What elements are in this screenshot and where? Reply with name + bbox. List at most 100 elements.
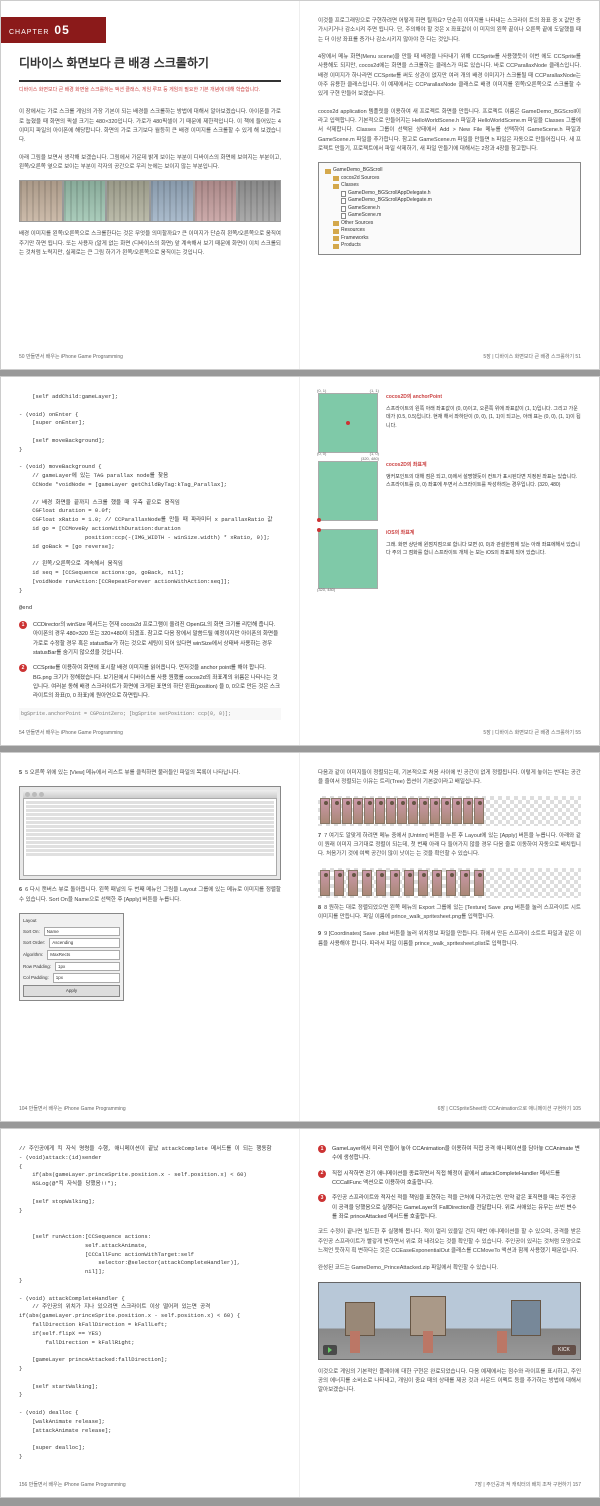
page-footer: 104 만들면서 배우는 iPhone Game Programming	[19, 1105, 126, 1114]
tree-label: GameDemo_BGScrollAppDelegate.m	[348, 197, 432, 205]
diagram-ios-coords: (320, 480) iOS의 좌표계 그래. 화면 상단에 윈점지점으로 합니…	[318, 529, 581, 589]
apply-button[interactable]: Apply	[23, 985, 120, 997]
tree-label: Products	[341, 242, 361, 250]
bullet-icon: 3	[318, 1194, 326, 1202]
code-snippet: bgSprite.anchorPoint = CGPointZero; [bgS…	[19, 708, 281, 721]
page-footer: 5장 | 디바이스 화면보다 큰 배경 스크롤하기 55	[483, 729, 581, 738]
tree-label: GameDemo_BGScroll	[333, 167, 382, 175]
para: cocos2d application 템플릿을 이용하여 새 프로젝트 화면을…	[318, 108, 581, 155]
dialog-label: Sort On:	[23, 928, 40, 936]
bullet-icon: 2	[318, 1170, 326, 1178]
diagram-anchorpoint: (0, 1) (1, 1) (0, 0) (1, 0) cocos2D의 anc…	[318, 393, 581, 453]
folder-icon	[333, 184, 339, 189]
dialog-value[interactable]: 1px	[53, 973, 120, 983]
kick-button[interactable]: KICK	[552, 1345, 576, 1355]
dialog-value[interactable]: Name	[44, 927, 120, 937]
tree-item: GameDemo_BGScrollAppDelegate.h	[325, 190, 574, 198]
spread-4: // 주인공에게 킥 자식 명령을 수행, 애니메이션이 끝났 attackCo…	[0, 1128, 600, 1498]
step-9: 99 [Coordinates] Save .plist 버튼을 눌러 위치정보…	[318, 930, 581, 949]
tree-label: Resources	[341, 227, 365, 235]
spread-2: [self addChild:gameLayer]; - (void) onEn…	[0, 376, 600, 746]
tree-item: GameDemo_BGScroll	[325, 167, 574, 175]
file-icon	[341, 198, 346, 204]
dialog-value[interactable]: Ascending	[49, 938, 120, 948]
para: 완성된 코드는 GameDemo_PrinceAttacked.zip 파일에서…	[318, 1264, 581, 1273]
step-7: 77 여기도 알맞게 하려면 메뉴 중에서 [Untrim] 버튼을 누른 후 …	[318, 832, 581, 860]
step-5: 55 오른쪽 위에 있는 [View] 메뉴에서 리스트 뷰를 클릭하면 불러들…	[19, 769, 281, 778]
note-1: 1 CCDirector의 winSize 메서드는 현재 cocos2d 프로…	[19, 621, 281, 658]
page-footer: 6장 | CCSpriteSheet와 CCAnimation으로 애니메이션 …	[438, 1105, 581, 1114]
page-55: (0, 1) (1, 1) (0, 0) (1, 0) cocos2D의 anc…	[300, 377, 599, 745]
diagram-desc: 스프라이트의 왼쪽 아래 좌표값이 (0, 0)이고, 오른쪽 위에 좌표값이 …	[386, 405, 581, 431]
page-footer: 156 만들면서 배우는 iPhone Game Programming	[19, 1481, 126, 1490]
para: 배경 이미지를 왼쪽/오른쪽으로 스크롤한다는 것은 무엇을 의미할까요? 큰 …	[19, 230, 281, 258]
step-8: 88 원하는 대로 정렬되었으면 왼쪽 메뉴의 Export 그룹에 있는 [T…	[318, 904, 581, 923]
page-footer: 54 만들면서 배우는 iPhone Game Programming	[19, 729, 123, 738]
chapter-subtitle: 디바이스 화면보다 큰 배경 화면을 스크롤하는 액션 클래스, 게임 루프 등…	[19, 86, 281, 95]
dialog-value[interactable]: MaxRects	[47, 950, 120, 960]
para: 이 장에서는 가로 스크롤 게임의 가장 기본이 되는 배경을 스크롤하는 방법…	[19, 108, 281, 145]
dialog-label: Layout	[23, 917, 37, 925]
tree-label: GameScene.m	[348, 212, 381, 220]
bullet-icon: 2	[19, 664, 27, 672]
dialog-label: Sort Order:	[23, 939, 45, 947]
para: 이것을 프로그래밍으로 구현하려면 어떻게 하면 될까요? 단순히 이미지를 나…	[318, 17, 581, 45]
tree-item: Classes	[325, 182, 574, 190]
tree-label: GameScene.h	[348, 205, 380, 213]
page-54: [self addChild:gameLayer]; - (void) onEn…	[1, 377, 300, 745]
dialog-row: Algorithm: MaxRects	[23, 950, 120, 960]
diagram-desc: 앵커포인트의 대해 점은 되고, 0)에서 설명했듯이 컨트가 표시된다면 지정…	[386, 473, 581, 490]
tree-item: Products	[325, 242, 574, 250]
tree-label: Other Sources	[341, 220, 373, 228]
dialog-row: Sort Order: Ascending	[23, 938, 120, 948]
spread-1: CHAPTER 05 디바이스 화면보다 큰 배경 스크롤하기 디바이스 화면보…	[0, 0, 600, 370]
note-2: 2 직접 시작하면 걷기 애니메이션을 종료하면서 직접 해정이 끝에서 att…	[318, 1170, 581, 1189]
folder-icon	[325, 169, 331, 174]
page-footer: 7장 | 주인공과 적 캐릭터의 배치 조작 구현하기 157	[475, 1481, 581, 1490]
page-footer: 50 만들면서 배우는 iPhone Game Programming	[19, 353, 123, 362]
tree-item: Frameworks	[325, 235, 574, 243]
para: 이것으로 게임의 기본적인 플레이에 대한 구현은 완료되었습니다. 다음 예제…	[318, 1368, 581, 1396]
project-tree: GameDemo_BGScrollcocos2d SourcesClassesG…	[318, 162, 581, 255]
sprite-strip-untrimmed	[318, 868, 581, 898]
diagram-title: iOS의 좌표계	[386, 529, 581, 538]
coord-diagram: (320, 480)	[318, 529, 378, 589]
dialog-row: Sort On: Name	[23, 927, 120, 937]
dialog-label: Algorithm:	[23, 951, 43, 959]
sprite-strip-trimmed	[318, 796, 581, 826]
dialog-value[interactable]: 1px	[55, 962, 120, 972]
chapter-title: 디바이스 화면보다 큰 배경 스크롤하기	[19, 53, 281, 81]
tree-item: GameScene.h	[325, 205, 574, 213]
folder-icon	[333, 229, 339, 234]
tree-item: Other Sources	[325, 220, 574, 228]
tree-item: Resources	[325, 227, 574, 235]
page-104: 55 오른쪽 위에 있는 [View] 메뉴에서 리스트 뷰를 클릭하면 불러들…	[1, 753, 300, 1121]
dialog-row: Layout	[23, 917, 120, 925]
page-50: CHAPTER 05 디바이스 화면보다 큰 배경 스크롤하기 디바이스 화면보…	[1, 1, 300, 369]
page-51: 이것을 프로그래밍으로 구현하려면 어떻게 하면 될까요? 단순히 이미지를 나…	[300, 1, 599, 369]
chapter-number: 05	[54, 23, 69, 37]
page-105: 다음과 같이 이미지들이 정렬되는데, 기본적으로 처음 사이에 빈 공간이 없…	[300, 753, 599, 1121]
note-1: 1 GameLayer에서 미리 만들어 놓아 CCAnimation을 이용하…	[318, 1145, 581, 1164]
file-icon	[341, 213, 346, 219]
folder-icon	[333, 176, 339, 181]
tree-label: Classes	[341, 182, 359, 190]
bullet-icon: 1	[19, 621, 27, 629]
para: 4장에서 메뉴 화면(Menu scene)을 만들 때 배경을 나타내기 위해…	[318, 53, 581, 100]
para: 다음과 같이 이미지들이 정렬되는데, 기본적으로 처음 사이에 빈 공간이 없…	[318, 769, 581, 788]
note-3: 3 주인공 스프라이트와 적자신 적을 책임을 표현하는 적을 근처에 다가갔는…	[318, 1194, 581, 1222]
para: 코드 수정이 끝나면 빌드한 후 실행해 봅니다. 적이 멀리 있을일 건지 매…	[318, 1228, 581, 1256]
tree-label: Frameworks	[341, 235, 369, 243]
spread-3: 55 오른쪽 위에 있는 [View] 메뉴에서 리스트 뷰를 클릭하면 불러들…	[0, 752, 600, 1122]
play-icon[interactable]	[323, 1345, 337, 1355]
page-157: 1 GameLayer에서 미리 만들어 놓아 CCAnimation을 이용하…	[300, 1129, 599, 1497]
folder-icon	[333, 244, 339, 249]
game-screenshot: KICK	[318, 1282, 581, 1360]
city-illustration	[19, 180, 281, 222]
note-2: 2 CCSprite를 이용하여 화면에 표시할 배경 이미지를 읽어옵니다. …	[19, 664, 281, 701]
folder-icon	[333, 221, 339, 226]
coord-diagram: (320, 480)	[318, 461, 378, 521]
file-icon	[341, 206, 346, 212]
step-6: 66 다시 캔버스 뷰로 돌아옵니다. 왼쪽 패널의 두 번째 메뉴인 그림을 …	[19, 886, 281, 905]
dialog-row: Row Padding:1px	[23, 962, 120, 972]
